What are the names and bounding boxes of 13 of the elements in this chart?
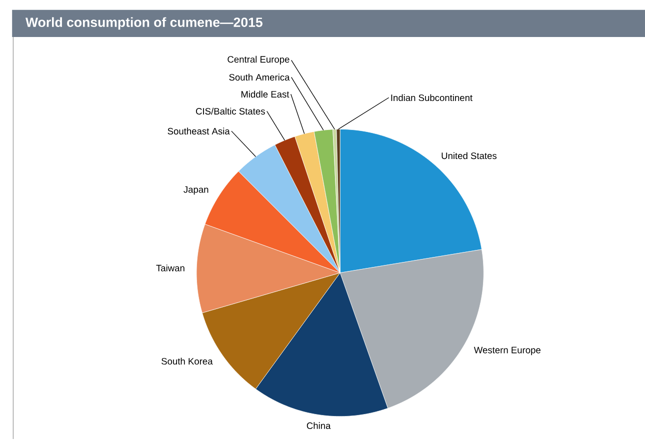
slice-label: Indian Subcontinent: [391, 94, 473, 102]
slice-label: South America: [229, 74, 290, 81]
slice-label: Central Europe: [228, 56, 290, 65]
slice-label: CIS/Baltic States: [196, 108, 265, 115]
slice-label: Western Europe: [474, 346, 540, 356]
slice-label: China: [306, 422, 331, 430]
slice-label: Japan: [184, 186, 208, 195]
slice-label: Middle East: [241, 90, 290, 98]
chart-title: World consumption of cumene—2015: [26, 17, 262, 30]
slice-label: Taiwan: [156, 264, 184, 272]
slice-label: United States: [442, 152, 497, 160]
slice-label: South Korea: [162, 358, 213, 365]
slice-label: Southeast Asia: [168, 128, 230, 135]
